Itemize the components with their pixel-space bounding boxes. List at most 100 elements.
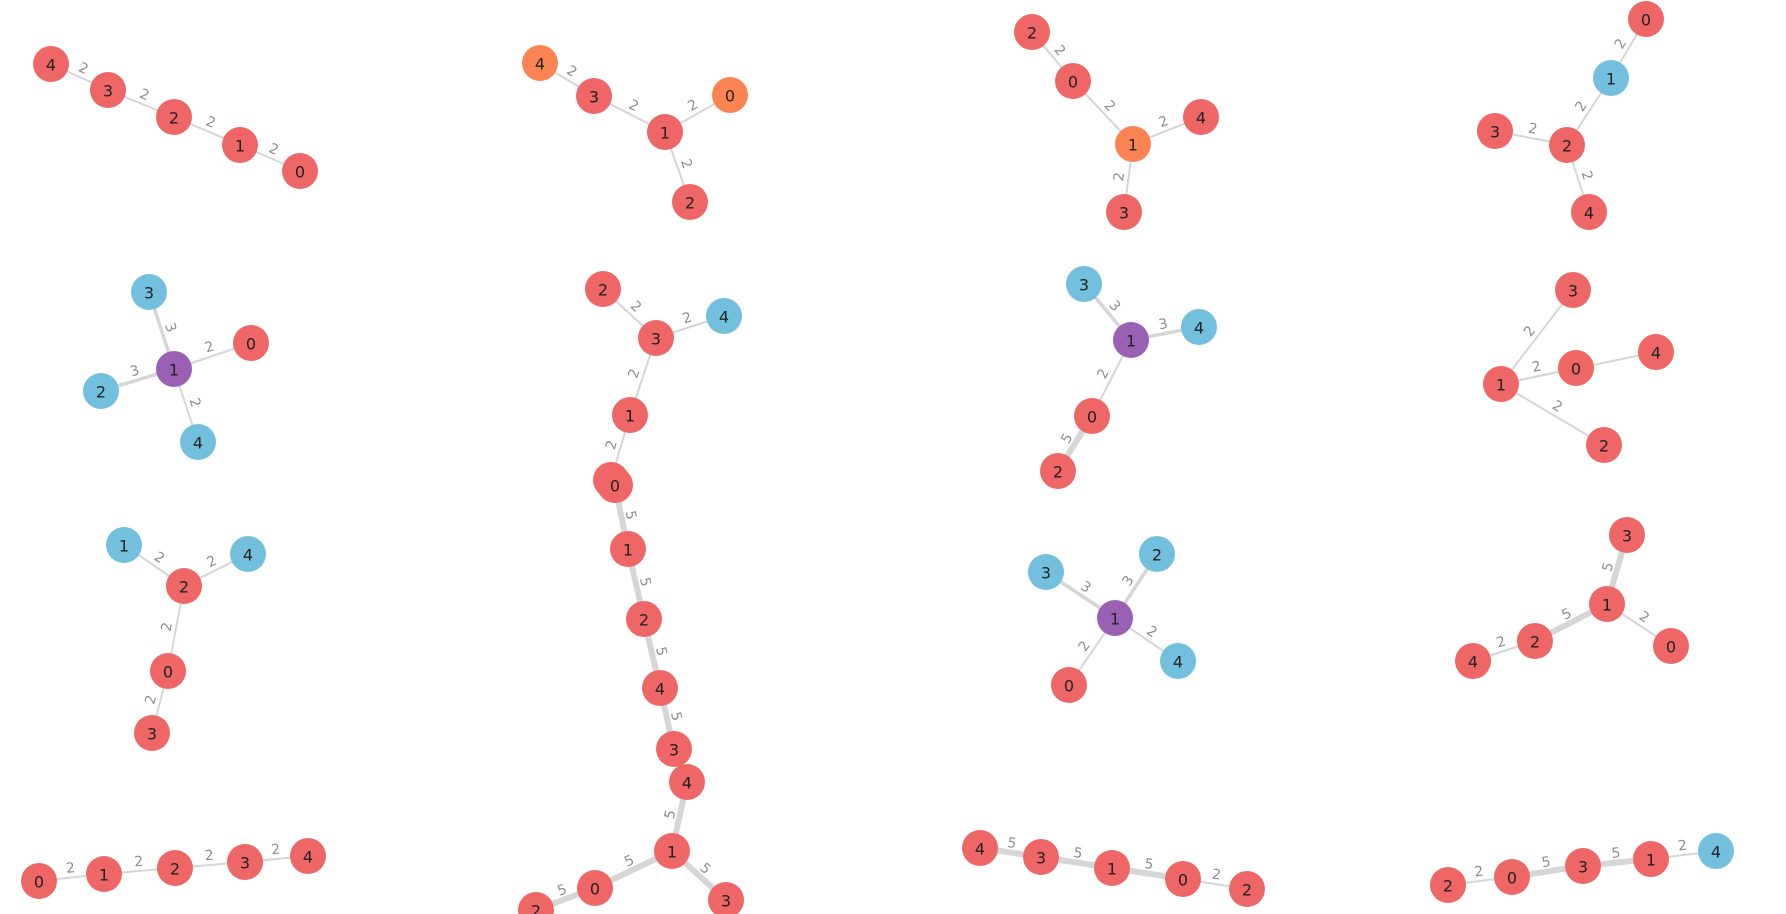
node-circle[interactable]	[1609, 517, 1645, 553]
graph-node[interactable]: 4	[522, 45, 558, 81]
node-circle[interactable]	[1633, 841, 1669, 877]
node-circle[interactable]	[612, 397, 648, 433]
graph-node[interactable]: 3	[227, 844, 263, 880]
node-circle[interactable]	[1028, 554, 1064, 590]
graph-node[interactable]: 3	[90, 72, 126, 108]
graph-node[interactable]: 0	[233, 325, 269, 361]
graph-node[interactable]: 0	[577, 870, 613, 906]
graph-node[interactable]: 2	[518, 892, 554, 914]
node-circle[interactable]	[669, 764, 705, 800]
node-circle[interactable]	[106, 527, 142, 563]
graph-node[interactable]: 3	[1028, 554, 1064, 590]
node-circle[interactable]	[1653, 628, 1689, 664]
node-circle[interactable]	[522, 45, 558, 81]
graph-node[interactable]: 3	[576, 78, 612, 114]
node-circle[interactable]	[712, 77, 748, 113]
graph-node[interactable]: 1	[1589, 586, 1625, 622]
node-circle[interactable]	[672, 184, 708, 220]
graph-node[interactable]: 3	[1565, 848, 1601, 884]
graph-node[interactable]: 4	[33, 46, 69, 82]
node-circle[interactable]	[83, 373, 119, 409]
graph-node[interactable]: 4	[642, 670, 678, 706]
node-circle[interactable]	[1565, 848, 1601, 884]
graph-node[interactable]: 2	[1517, 623, 1553, 659]
node-circle[interactable]	[597, 467, 633, 503]
node-circle[interactable]	[1113, 322, 1149, 358]
node-circle[interactable]	[647, 114, 683, 150]
node-circle[interactable]	[1183, 99, 1219, 135]
graph-node[interactable]: 3	[1106, 194, 1142, 230]
node-circle[interactable]	[90, 72, 126, 108]
node-circle[interactable]	[134, 715, 170, 751]
node-circle[interactable]	[1165, 861, 1201, 897]
graph-node[interactable]: 4	[1181, 309, 1217, 345]
graph-node[interactable]: 3	[134, 715, 170, 751]
graph-node[interactable]: 2	[166, 568, 202, 604]
node-circle[interactable]	[86, 856, 122, 892]
graph-node[interactable]: 2	[626, 601, 662, 637]
graph-node[interactable]: 0	[1653, 628, 1689, 664]
graph-node[interactable]: 0	[597, 467, 633, 503]
node-circle[interactable]	[222, 127, 258, 163]
node-circle[interactable]	[157, 850, 193, 886]
graph-node[interactable]: 4	[1160, 643, 1196, 679]
graph-node[interactable]: 1	[222, 127, 258, 163]
node-circle[interactable]	[1477, 113, 1513, 149]
graph-node[interactable]: 0	[150, 653, 186, 689]
node-circle[interactable]	[1558, 350, 1594, 386]
graph-node[interactable]: 2	[1139, 536, 1175, 572]
node-circle[interactable]	[642, 670, 678, 706]
node-circle[interactable]	[1638, 334, 1674, 370]
graph-node[interactable]: 2	[1040, 453, 1076, 489]
graph-node[interactable]: 0	[1074, 398, 1110, 434]
node-circle[interactable]	[962, 830, 998, 866]
node-circle[interactable]	[708, 882, 744, 914]
graph-node[interactable]: 4	[1698, 833, 1734, 869]
node-circle[interactable]	[1066, 266, 1102, 302]
node-circle[interactable]	[1040, 453, 1076, 489]
graph-node[interactable]: 1	[647, 114, 683, 150]
node-circle[interactable]	[180, 424, 216, 460]
node-circle[interactable]	[626, 601, 662, 637]
node-circle[interactable]	[150, 653, 186, 689]
node-circle[interactable]	[585, 271, 621, 307]
node-circle[interactable]	[1698, 833, 1734, 869]
node-circle[interactable]	[1074, 398, 1110, 434]
graph-node[interactable]: 3	[131, 274, 167, 310]
node-circle[interactable]	[166, 568, 202, 604]
graph-node[interactable]: 4	[669, 764, 705, 800]
node-circle[interactable]	[1593, 60, 1629, 96]
node-circle[interactable]	[33, 46, 69, 82]
node-circle[interactable]	[233, 325, 269, 361]
node-circle[interactable]	[227, 844, 263, 880]
graph-node[interactable]: 2	[1229, 871, 1265, 907]
node-circle[interactable]	[1494, 859, 1530, 895]
graph-node[interactable]: 2	[585, 271, 621, 307]
graph-node[interactable]: 1	[1113, 322, 1149, 358]
graph-node[interactable]: 4	[180, 424, 216, 460]
node-circle[interactable]	[1229, 871, 1265, 907]
graph-node[interactable]: 2	[156, 99, 192, 135]
graph-node[interactable]: 4	[230, 536, 266, 572]
node-circle[interactable]	[1549, 127, 1585, 163]
node-circle[interactable]	[1106, 194, 1142, 230]
node-circle[interactable]	[610, 531, 646, 567]
graph-node[interactable]: 2	[1549, 127, 1585, 163]
node-circle[interactable]	[518, 892, 554, 914]
graph-node[interactable]: 3	[708, 882, 744, 914]
node-circle[interactable]	[576, 78, 612, 114]
graph-node[interactable]: 0	[712, 77, 748, 113]
node-circle[interactable]	[577, 870, 613, 906]
graph-node[interactable]: 3	[1609, 517, 1645, 553]
node-circle[interactable]	[1586, 427, 1622, 463]
graph-node[interactable]: 4	[290, 838, 326, 874]
graph-node[interactable]: 2	[157, 850, 193, 886]
node-circle[interactable]	[1055, 63, 1091, 99]
node-circle[interactable]	[1571, 194, 1607, 230]
node-circle[interactable]	[21, 863, 57, 899]
graph-node[interactable]: 3	[1023, 839, 1059, 875]
graph-node[interactable]: 1	[1094, 850, 1130, 886]
graph-node[interactable]: 3	[638, 320, 674, 356]
node-circle[interactable]	[1181, 309, 1217, 345]
graph-node[interactable]: 1	[612, 397, 648, 433]
